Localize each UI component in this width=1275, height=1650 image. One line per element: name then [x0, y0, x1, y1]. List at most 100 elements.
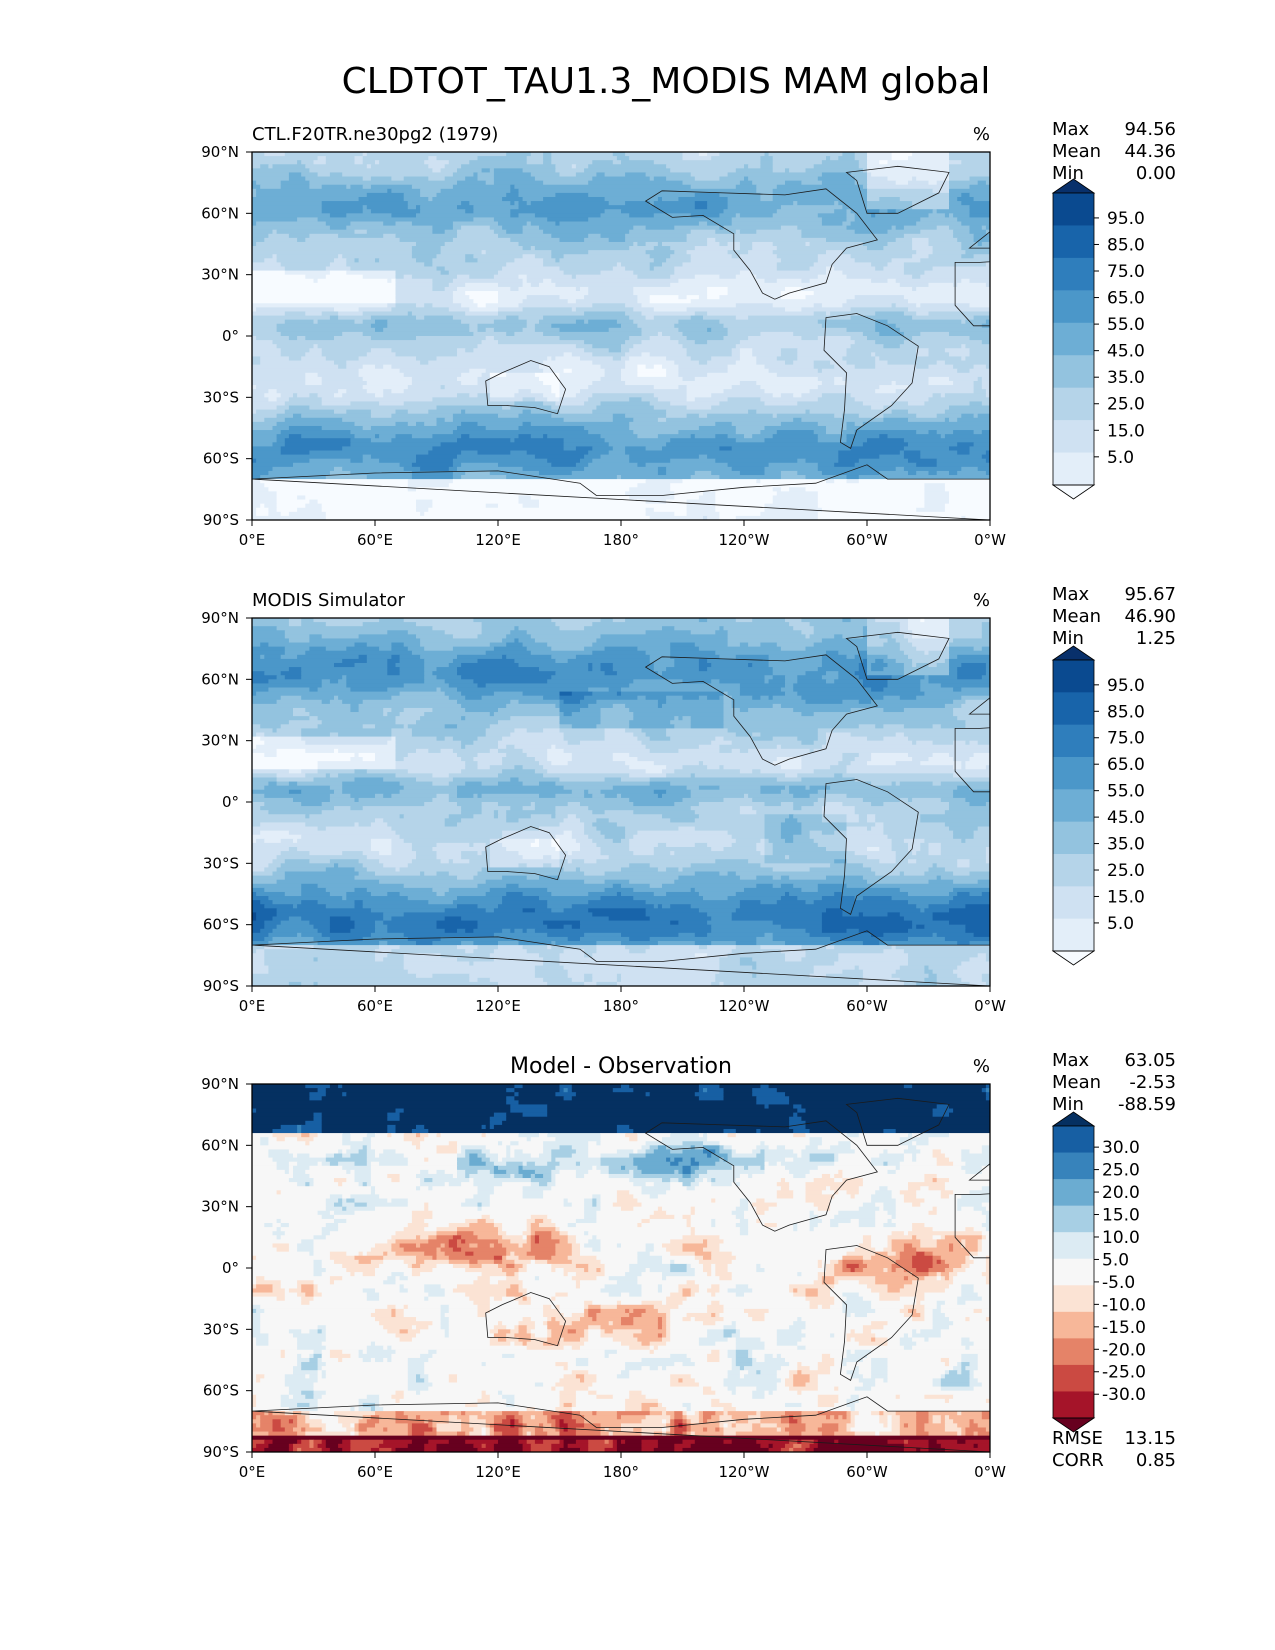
field-cell: [928, 846, 942, 852]
field-cell: [641, 1218, 651, 1224]
field-cell: [297, 1137, 315, 1142]
field-cell: [932, 752, 950, 758]
field-cell: [477, 323, 528, 329]
field-cell: [674, 1169, 679, 1175]
field-cell: [600, 789, 655, 795]
field-cell: [936, 977, 962, 983]
field-cell: [391, 851, 417, 856]
field-cell: [826, 270, 843, 276]
field-cell: [682, 1182, 692, 1187]
field-cell: [862, 331, 880, 337]
field-cell: [895, 1223, 913, 1228]
field-cell: [481, 695, 544, 701]
field-cell: [916, 662, 930, 668]
field-cell: [707, 842, 733, 848]
field-cell: [297, 932, 302, 938]
stat-label: Max: [1052, 119, 1090, 140]
field-cell: [252, 241, 257, 247]
field-cell: [727, 871, 737, 877]
field-cell: [555, 703, 561, 709]
field-cell: [867, 761, 897, 766]
field-cell: [567, 859, 573, 864]
field-cell: [555, 1227, 561, 1232]
field-cell: [539, 793, 556, 799]
field-cell: [420, 716, 462, 721]
field-cell: [354, 797, 360, 803]
field-cell: [739, 642, 749, 648]
field-cell: [510, 630, 528, 635]
field-cell: [854, 340, 876, 345]
field-cell: [633, 307, 655, 313]
field-cell: [473, 842, 487, 848]
colorbar-tick-label: 75.0: [1107, 262, 1145, 282]
field-cell: [518, 315, 544, 321]
field-cell: [940, 1194, 950, 1200]
field-cell: [563, 712, 573, 717]
field-cell: [334, 1214, 413, 1220]
field-cell: [981, 1169, 990, 1175]
field-cell: [268, 965, 405, 971]
field-cell: [465, 1153, 470, 1159]
field-cell: [793, 814, 823, 819]
field-cell: [694, 773, 786, 779]
field-cell: [817, 883, 848, 889]
field-cell: [735, 732, 753, 738]
field-cell: [575, 319, 585, 325]
field-cell: [485, 1124, 491, 1130]
field-cell: [842, 413, 860, 419]
field-cell: [821, 507, 917, 513]
field-cell: [629, 773, 667, 779]
field-cell: [280, 863, 335, 869]
field-cell: [780, 646, 807, 652]
field-cell: [657, 867, 667, 873]
field-cell: [256, 1108, 397, 1114]
field-cell: [735, 1182, 741, 1187]
field-cell: [977, 466, 990, 472]
field-cell: [698, 945, 708, 950]
field-cell: [288, 667, 302, 672]
field-cell: [555, 401, 585, 407]
field-cell: [932, 1112, 950, 1118]
field-cell: [489, 1169, 495, 1175]
field-cell: [850, 446, 905, 452]
field-cell: [772, 250, 827, 255]
field-cell: [846, 438, 868, 443]
field-cell: [362, 851, 380, 856]
field-cell: [473, 757, 503, 762]
field-cell: [867, 184, 950, 190]
field-cell: [416, 499, 433, 505]
field-cell: [305, 237, 401, 243]
field-cell: [571, 691, 593, 697]
field-cell: [682, 180, 741, 186]
field-cell: [395, 295, 454, 300]
field-cell: [338, 1227, 405, 1232]
field-cell: [953, 789, 990, 795]
field-cell: [686, 1186, 696, 1191]
field-cell: [420, 360, 429, 366]
field-cell: [252, 814, 306, 819]
field-cell: [534, 1161, 548, 1167]
field-cell: [399, 712, 425, 717]
field-cell: [838, 953, 909, 958]
field-cell: [391, 642, 405, 648]
field-cell: [949, 654, 958, 660]
field-cell: [608, 818, 671, 824]
field-cell: [440, 859, 450, 864]
field-cell: [547, 904, 573, 909]
field-cell: [801, 393, 823, 398]
field-cell: [366, 229, 433, 235]
field-cell: [871, 867, 930, 873]
field-cell: [719, 213, 737, 219]
field-cell: [342, 1206, 347, 1212]
field-cell: [903, 707, 954, 713]
field-cell: [346, 225, 433, 231]
field-cell: [666, 728, 729, 734]
field-cell: [957, 785, 971, 791]
field-cell: [551, 891, 589, 897]
field-cell: [354, 1161, 368, 1167]
field-cell: [854, 757, 872, 762]
field-cell: [448, 793, 458, 799]
field-cell: [436, 405, 503, 411]
field-cell: [813, 364, 835, 370]
field-cell: [301, 622, 327, 627]
